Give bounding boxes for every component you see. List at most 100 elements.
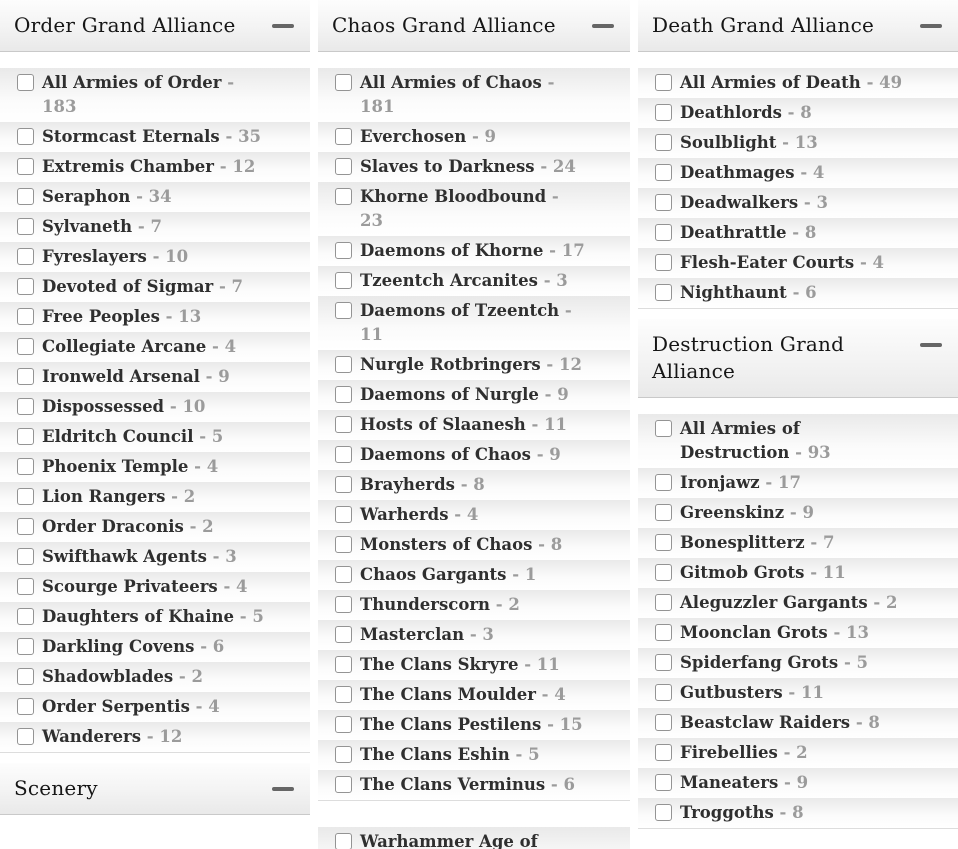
filter-option-row[interactable]: Ironweld Arsenal - 9 <box>0 362 310 392</box>
filter-option-row[interactable]: Eldritch Council - 5 <box>0 422 310 452</box>
filter-option-row[interactable]: Order Serpentis - 4 <box>0 692 310 722</box>
filter-checkbox[interactable] <box>655 804 672 821</box>
filter-option-row[interactable]: Beastclaw Raiders - 8 <box>638 708 958 738</box>
filter-checkbox[interactable] <box>655 474 672 491</box>
filter-option-row[interactable]: Free Peoples - 13 <box>0 302 310 332</box>
filter-option-row[interactable]: Swifthawk Agents - 3 <box>0 542 310 572</box>
filter-option-row[interactable]: Daemons of Tzeentch - 11 <box>318 296 630 350</box>
filter-checkbox[interactable] <box>17 518 34 535</box>
filter-checkbox[interactable] <box>655 104 672 121</box>
collapse-button[interactable] <box>918 339 944 351</box>
filter-option-row[interactable]: Darkling Covens - 6 <box>0 632 310 662</box>
filter-checkbox[interactable] <box>655 684 672 701</box>
filter-option-row[interactable]: Brayherds - 8 <box>318 470 630 500</box>
filter-option-row[interactable]: Deathlords - 8 <box>638 98 958 128</box>
collapse-button[interactable] <box>270 20 296 32</box>
filter-option-row[interactable]: Deadwalkers - 3 <box>638 188 958 218</box>
filter-checkbox[interactable] <box>655 714 672 731</box>
collapse-button[interactable] <box>270 783 296 795</box>
filter-checkbox[interactable] <box>655 564 672 581</box>
filter-option-row[interactable]: Thunderscorn - 2 <box>318 590 630 620</box>
filter-checkbox[interactable] <box>655 74 672 91</box>
filter-checkbox[interactable] <box>335 74 352 91</box>
filter-checkbox[interactable] <box>655 254 672 271</box>
filter-option-row[interactable]: Monsters of Chaos - 8 <box>318 530 630 560</box>
filter-option-row[interactable]: Nighthaunt - 6 <box>638 278 958 308</box>
filter-option-row[interactable]: Ironjawz - 17 <box>638 468 958 498</box>
filter-checkbox[interactable] <box>17 548 34 565</box>
filter-checkbox[interactable] <box>335 128 352 145</box>
filter-option-row[interactable]: Seraphon - 34 <box>0 182 310 212</box>
filter-option-row[interactable]: All Armies of Order - 183 <box>0 68 310 122</box>
filter-checkbox[interactable] <box>335 566 352 583</box>
filter-checkbox[interactable] <box>335 746 352 763</box>
filter-checkbox[interactable] <box>17 368 34 385</box>
filter-checkbox[interactable] <box>655 654 672 671</box>
filter-checkbox[interactable] <box>335 356 352 373</box>
filter-option-row[interactable]: Hosts of Slaanesh - 11 <box>318 410 630 440</box>
filter-checkbox[interactable] <box>655 774 672 791</box>
filter-checkbox[interactable] <box>335 536 352 553</box>
filter-option-row[interactable]: Masterclan - 3 <box>318 620 630 650</box>
filter-option-row[interactable]: Aleguzzler Gargants - 2 <box>638 588 958 618</box>
filter-checkbox[interactable] <box>17 458 34 475</box>
filter-checkbox[interactable] <box>17 338 34 355</box>
filter-checkbox[interactable] <box>335 158 352 175</box>
filter-option-row[interactable]: Wanderers - 12 <box>0 722 310 752</box>
filter-option-row[interactable]: Tzeentch Arcanites - 3 <box>318 266 630 296</box>
filter-option-row[interactable]: Lion Rangers - 2 <box>0 482 310 512</box>
filter-option-row[interactable]: Collegiate Arcane - 4 <box>0 332 310 362</box>
filter-checkbox[interactable] <box>335 776 352 793</box>
filter-option-row[interactable]: Daughters of Khaine - 5 <box>0 602 310 632</box>
filter-option-row[interactable]: Daemons of Khorne - 17 <box>318 236 630 266</box>
filter-option-row[interactable]: All Armies of Destruction - 93 <box>638 414 958 468</box>
filter-checkbox[interactable] <box>17 698 34 715</box>
filter-checkbox[interactable] <box>655 534 672 551</box>
filter-option-row[interactable]: Extremis Chamber - 12 <box>0 152 310 182</box>
filter-checkbox[interactable] <box>17 428 34 445</box>
filter-checkbox[interactable] <box>335 386 352 403</box>
filter-checkbox[interactable] <box>17 488 34 505</box>
collapse-button[interactable] <box>918 20 944 32</box>
filter-option-row[interactable]: Nurgle Rotbringers - 12 <box>318 350 630 380</box>
filter-option-row[interactable]: Phoenix Temple - 4 <box>0 452 310 482</box>
filter-checkbox[interactable] <box>17 128 34 145</box>
filter-option-row[interactable]: The Clans Eshin - 5 <box>318 740 630 770</box>
filter-checkbox[interactable] <box>17 278 34 295</box>
filter-option-row[interactable]: Devoted of Sigmar - 7 <box>0 272 310 302</box>
filter-checkbox[interactable] <box>17 578 34 595</box>
filter-checkbox[interactable] <box>335 506 352 523</box>
filter-option-row[interactable]: Everchosen - 9 <box>318 122 630 152</box>
filter-checkbox[interactable] <box>655 194 672 211</box>
filter-checkbox[interactable] <box>335 272 352 289</box>
filter-checkbox[interactable] <box>335 476 352 493</box>
filter-option-row[interactable]: Daemons of Chaos - 9 <box>318 440 630 470</box>
filter-option-row[interactable]: Spiderfang Grots - 5 <box>638 648 958 678</box>
filter-option-row[interactable]: Maneaters - 9 <box>638 768 958 798</box>
filter-checkbox[interactable] <box>655 504 672 521</box>
filter-checkbox[interactable] <box>17 608 34 625</box>
filter-checkbox[interactable] <box>655 134 672 151</box>
filter-option-row[interactable]: Daemons of Nurgle - 9 <box>318 380 630 410</box>
filter-option-row[interactable]: Deathrattle - 8 <box>638 218 958 248</box>
filter-checkbox[interactable] <box>335 446 352 463</box>
filter-checkbox[interactable] <box>335 188 352 205</box>
filter-checkbox[interactable] <box>17 158 34 175</box>
filter-option-row[interactable]: Dispossessed - 10 <box>0 392 310 422</box>
filter-checkbox[interactable] <box>17 668 34 685</box>
filter-checkbox[interactable] <box>335 302 352 319</box>
filter-checkbox[interactable] <box>655 744 672 761</box>
filter-option-row[interactable]: Scourge Privateers - 4 <box>0 572 310 602</box>
filter-checkbox[interactable] <box>335 416 352 433</box>
filter-option-row[interactable]: Soulblight - 13 <box>638 128 958 158</box>
filter-option-row[interactable]: Sylvaneth - 7 <box>0 212 310 242</box>
filter-option-row[interactable]: Firebellies - 2 <box>638 738 958 768</box>
filter-checkbox[interactable] <box>655 594 672 611</box>
filter-checkbox[interactable] <box>17 74 34 91</box>
filter-option-row[interactable]: Khorne Bloodbound - 23 <box>318 182 630 236</box>
filter-option-row[interactable]: Deathmages - 4 <box>638 158 958 188</box>
filter-checkbox[interactable] <box>655 624 672 641</box>
filter-option-row[interactable]: Shadowblades - 2 <box>0 662 310 692</box>
filter-checkbox[interactable] <box>335 716 352 733</box>
filter-option-row[interactable]: Gutbusters - 11 <box>638 678 958 708</box>
